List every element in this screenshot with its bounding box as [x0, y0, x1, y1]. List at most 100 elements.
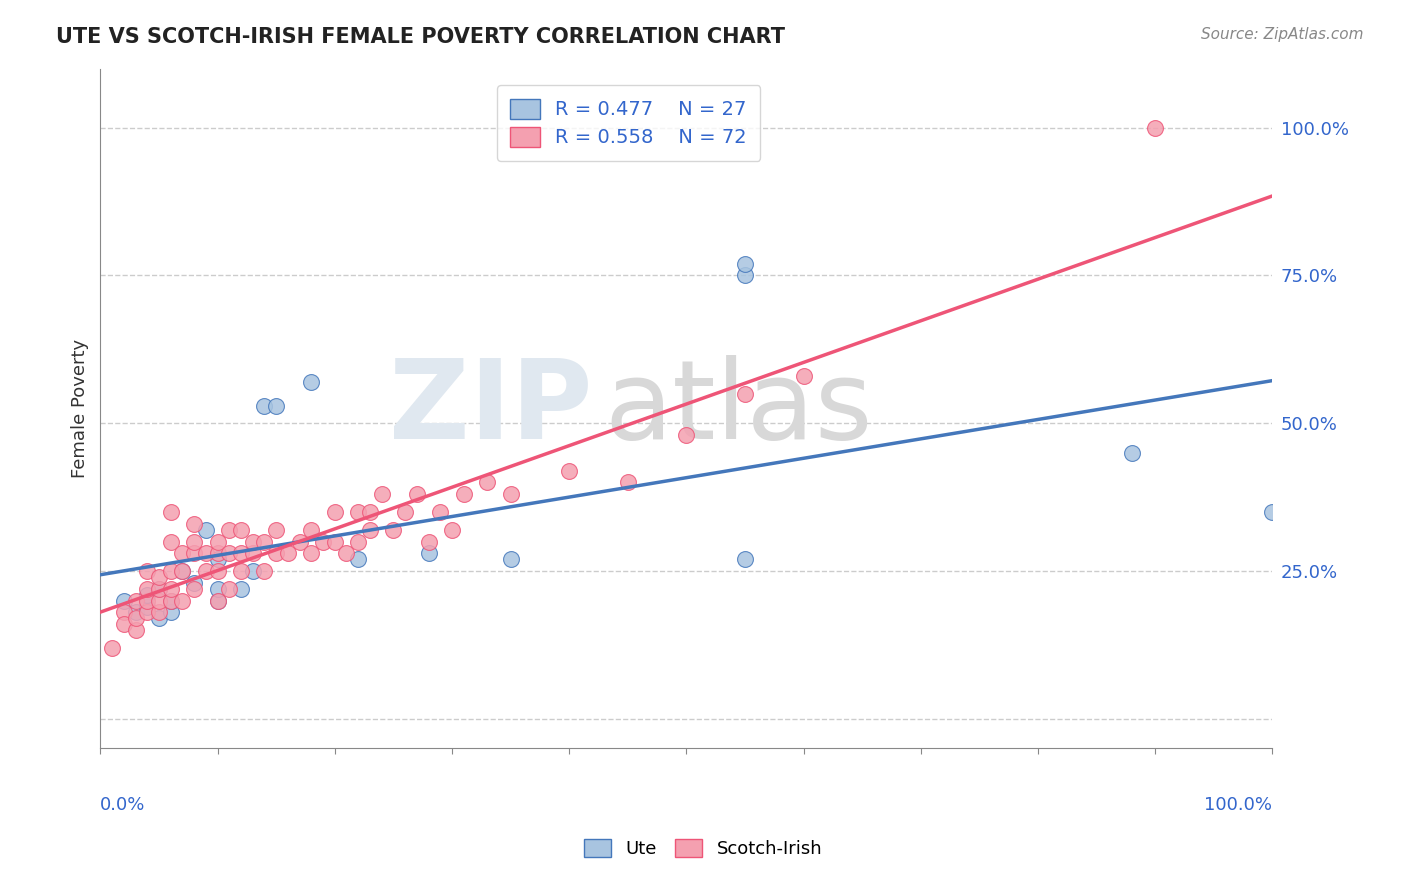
Point [159, 606, 181, 620]
Point [194, 523, 217, 537]
Point [148, 582, 170, 596]
Point [148, 570, 170, 584]
Point [299, 523, 322, 537]
Point [207, 546, 229, 560]
Point [405, 487, 427, 501]
Point [124, 624, 146, 638]
Point [229, 523, 252, 537]
Point [418, 546, 440, 560]
Point [558, 464, 581, 478]
Text: 0.0%: 0.0% [100, 796, 146, 814]
Point [136, 599, 159, 614]
Point [734, 552, 756, 566]
Point [183, 546, 205, 560]
Point [440, 523, 463, 537]
Point [299, 546, 322, 560]
Point [183, 516, 205, 531]
Text: UTE VS SCOTCH-IRISH FEMALE POVERTY CORRELATION CHART: UTE VS SCOTCH-IRISH FEMALE POVERTY CORRE… [56, 27, 785, 46]
Point [124, 593, 146, 607]
Point [101, 640, 124, 655]
Point [159, 534, 181, 549]
Point [112, 617, 135, 632]
Point [359, 505, 381, 519]
Point [475, 475, 498, 490]
Point [136, 588, 159, 602]
Point [183, 534, 205, 549]
Point [359, 523, 381, 537]
Point [159, 593, 181, 607]
Point [347, 534, 370, 549]
Point [207, 582, 229, 596]
Point [159, 593, 181, 607]
Point [1144, 120, 1167, 135]
Legend: Ute, Scotch-Irish: Ute, Scotch-Irish [576, 831, 830, 865]
Text: atlas: atlas [605, 355, 873, 462]
Point [382, 523, 405, 537]
Point [1261, 505, 1284, 519]
Point [253, 399, 276, 413]
Point [323, 534, 346, 549]
Point [793, 369, 815, 384]
Point [159, 505, 181, 519]
Point [136, 606, 159, 620]
Point [675, 428, 697, 442]
Point [264, 546, 287, 560]
Point [172, 593, 194, 607]
Point [148, 611, 170, 625]
Point [218, 523, 240, 537]
Point [172, 546, 194, 560]
Point [734, 268, 756, 283]
Point [124, 611, 146, 625]
Point [370, 487, 392, 501]
Point [183, 582, 205, 596]
Point [394, 505, 416, 519]
Point [229, 546, 252, 560]
Point [242, 534, 264, 549]
Point [242, 564, 264, 578]
Point [253, 534, 276, 549]
Point [183, 576, 205, 591]
Point [172, 564, 194, 578]
Point [499, 552, 522, 566]
Point [148, 582, 170, 596]
Point [264, 399, 287, 413]
Point [453, 487, 475, 501]
Point [299, 375, 322, 389]
Point [734, 386, 756, 401]
Text: ZIP: ZIP [389, 355, 593, 462]
Point [347, 505, 370, 519]
Point [429, 505, 451, 519]
Point [207, 552, 229, 566]
Point [418, 534, 440, 549]
Point [335, 546, 357, 560]
Point [277, 546, 299, 560]
Point [499, 487, 522, 501]
Point [159, 582, 181, 596]
Point [734, 257, 756, 271]
Point [112, 606, 135, 620]
Point [288, 534, 311, 549]
Legend: R = 0.477    N = 27, R = 0.558    N = 72: R = 0.477 N = 27, R = 0.558 N = 72 [496, 85, 761, 161]
Point [312, 534, 335, 549]
Point [617, 475, 640, 490]
Point [194, 564, 217, 578]
Point [136, 564, 159, 578]
Point [218, 582, 240, 596]
Point [207, 534, 229, 549]
Point [194, 546, 217, 560]
Y-axis label: Female Poverty: Female Poverty [72, 339, 89, 478]
Text: Source: ZipAtlas.com: Source: ZipAtlas.com [1201, 27, 1364, 42]
Point [112, 593, 135, 607]
Point [347, 552, 370, 566]
Point [229, 582, 252, 596]
Point [159, 564, 181, 578]
Point [253, 564, 276, 578]
Point [207, 593, 229, 607]
Point [136, 593, 159, 607]
Point [1121, 446, 1143, 460]
Point [148, 606, 170, 620]
Point [242, 546, 264, 560]
Point [172, 564, 194, 578]
Text: 100.0%: 100.0% [1205, 796, 1272, 814]
Point [124, 606, 146, 620]
